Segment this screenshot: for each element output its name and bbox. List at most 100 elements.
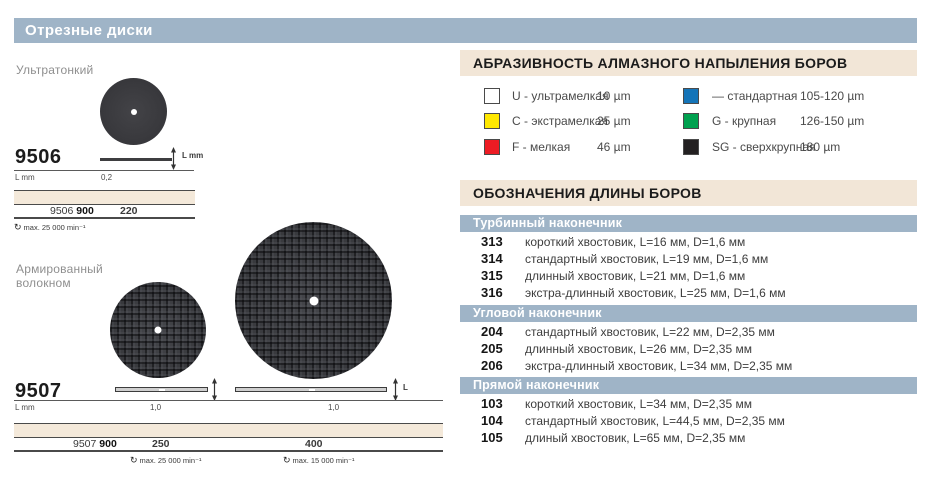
rule — [14, 170, 194, 171]
disc-center-hole — [130, 108, 137, 115]
dimension-arrow-icon — [393, 378, 398, 401]
disc-type-label-ultrathin: Ультратонкий — [16, 63, 94, 77]
color-swatch-red — [484, 139, 500, 155]
order-code: 9507 — [73, 438, 97, 450]
legend-value: 25 µm — [597, 114, 631, 128]
bur-desc: короткий хвостовик, L=34 мм, D=2,35 мм — [525, 397, 752, 411]
diameter-value-250: 250 — [152, 438, 170, 450]
profile-dim-label: L — [403, 383, 408, 392]
legend-label: C - экстрамелкая — [512, 114, 608, 128]
table-band-9507 — [14, 423, 443, 438]
order-variant: 900 — [99, 438, 117, 450]
rotation-speed-icon: ↻ — [130, 455, 138, 465]
disc-center-hole — [309, 296, 318, 305]
thickness-value-2: 1,0 — [328, 403, 340, 412]
bur-code: 206 — [481, 358, 503, 373]
bur-desc: стандартный хвостовик, L=19 мм, D=1,6 мм — [525, 252, 769, 266]
section-header-straight: Прямой наконечник — [460, 377, 917, 394]
max-speed-note-9507-400: ↻ max. 15 000 min⁻¹ — [283, 455, 354, 466]
bur-desc: короткий хвостовик, L=16 мм, D=1,6 мм — [525, 235, 746, 249]
legend-label: F - мелкая — [512, 140, 571, 154]
legend-value: 180 µm — [800, 140, 841, 154]
column-label-lmm: L mm — [15, 403, 35, 412]
legend-value: 10 µm — [597, 89, 631, 103]
disc-image-9507-large — [235, 222, 392, 379]
model-number-9506: 9506 — [15, 146, 62, 168]
disc-image-9506 — [100, 78, 167, 145]
table-row-9506: 9506 900 — [50, 205, 94, 217]
order-code: 9506 — [50, 205, 74, 217]
legend-label: G - крупная — [712, 114, 777, 128]
dimension-arrow-icon — [212, 378, 217, 401]
legend-item: — стандартная 105-120 µm — [683, 88, 913, 105]
max-speed-note-9506: ↻ max. 25 000 min⁻¹ — [14, 222, 85, 233]
section-header-angle: Угловой наконечник — [460, 305, 917, 322]
legend-item: U - ультрамелкая 10 µm — [484, 88, 694, 105]
order-variant: 900 — [76, 205, 94, 217]
bur-desc: экстра-длинный хвостовик, L=25 мм, D=1,6… — [525, 286, 786, 300]
column-label-lmm: L mm — [15, 173, 35, 182]
rule — [14, 400, 443, 401]
disc-profile-9506 — [100, 158, 172, 161]
legend-item: C - экстрамелкая 25 µm — [484, 113, 694, 130]
legend-value: 46 µm — [597, 140, 631, 154]
legend-item: F - мелкая 46 µm — [484, 139, 694, 156]
lengths-section-title: ОБОЗНАЧЕНИЯ ДЛИНЫ БОРОВ — [460, 180, 917, 206]
diameter-value-400: 400 — [305, 438, 323, 450]
profile-dim-label: L mm — [182, 151, 204, 160]
color-swatch-yellow — [484, 113, 500, 129]
bur-code: 105 — [481, 430, 503, 445]
thickness-value-1: 1,0 — [150, 403, 162, 412]
bur-code: 316 — [481, 285, 503, 300]
legend-item: G - крупная 126-150 µm — [683, 113, 913, 130]
section-header-turbine: Турбинный наконечник — [460, 215, 917, 232]
bur-desc: стандартный хвостовик, L=44,5 мм, D=2,35… — [525, 414, 785, 428]
legend-label: SG - сверхкрупная — [712, 140, 816, 154]
bur-desc: экстра-длинный хвостовик, L=34 мм, D=2,3… — [525, 359, 793, 373]
bur-code: 104 — [481, 413, 503, 428]
rule-thick — [14, 450, 443, 452]
profile-hole-notch — [159, 389, 165, 391]
table-band-9506 — [14, 190, 195, 205]
color-swatch-black — [683, 139, 699, 155]
max-speed-text: max. 25 000 min⁻¹ — [139, 456, 202, 465]
max-speed-note-9507-250: ↻ max. 25 000 min⁻¹ — [130, 455, 201, 466]
dimension-arrow-icon — [171, 147, 176, 170]
bur-code: 315 — [481, 268, 503, 283]
disc-image-9507-small — [110, 282, 206, 378]
thickness-value: 0,2 — [101, 173, 113, 182]
disc-profile-9507-large — [235, 387, 387, 392]
legend-label: — стандартная — [712, 89, 798, 103]
legend-item: SG - сверхкрупная 180 µm — [683, 139, 913, 156]
max-speed-text: max. 15 000 min⁻¹ — [292, 456, 355, 465]
bur-code: 103 — [481, 396, 503, 411]
color-swatch-white — [484, 88, 500, 104]
bur-code: 204 — [481, 324, 503, 339]
page-title: Отрезные диски — [14, 18, 917, 43]
color-swatch-green — [683, 113, 699, 129]
disc-type-label-fiber: Армированный волокном — [16, 262, 103, 290]
disc-center-hole — [154, 326, 162, 334]
table-row-9507: 9507 900 — [73, 438, 117, 450]
bur-desc: длинный хвостовик, L=21 мм, D=1,6 мм — [525, 269, 746, 283]
rotation-speed-icon: ↻ — [14, 222, 22, 232]
bur-code: 205 — [481, 341, 503, 356]
diameter-value-220: 220 — [120, 205, 138, 217]
bur-desc: стандартный хвостовик, L=22 мм, D=2,35 м… — [525, 325, 775, 339]
legend-value: 126-150 µm — [800, 114, 865, 128]
legend-label: U - ультрамелкая — [512, 89, 609, 103]
max-speed-text: max. 25 000 min⁻¹ — [23, 223, 86, 232]
bur-code: 314 — [481, 251, 503, 266]
disc-profile-9507-small — [115, 387, 208, 392]
profile-hole-notch — [309, 389, 315, 391]
legend-value: 105-120 µm — [800, 89, 865, 103]
rule-thick — [14, 217, 195, 219]
abrasiveness-section-title: АБРАЗИВНОСТЬ АЛМАЗНОГО НАПЫЛЕНИЯ БОРОВ — [460, 50, 917, 76]
rotation-speed-icon: ↻ — [283, 455, 291, 465]
bur-desc: длиный хвостовик, L=65 мм, D=2,35 мм — [525, 431, 746, 445]
bur-desc: длинный хвостовик, L=26 мм, D=2,35 мм — [525, 342, 752, 356]
model-number-9507: 9507 — [15, 380, 62, 402]
color-swatch-blue — [683, 88, 699, 104]
bur-code: 313 — [481, 234, 503, 249]
